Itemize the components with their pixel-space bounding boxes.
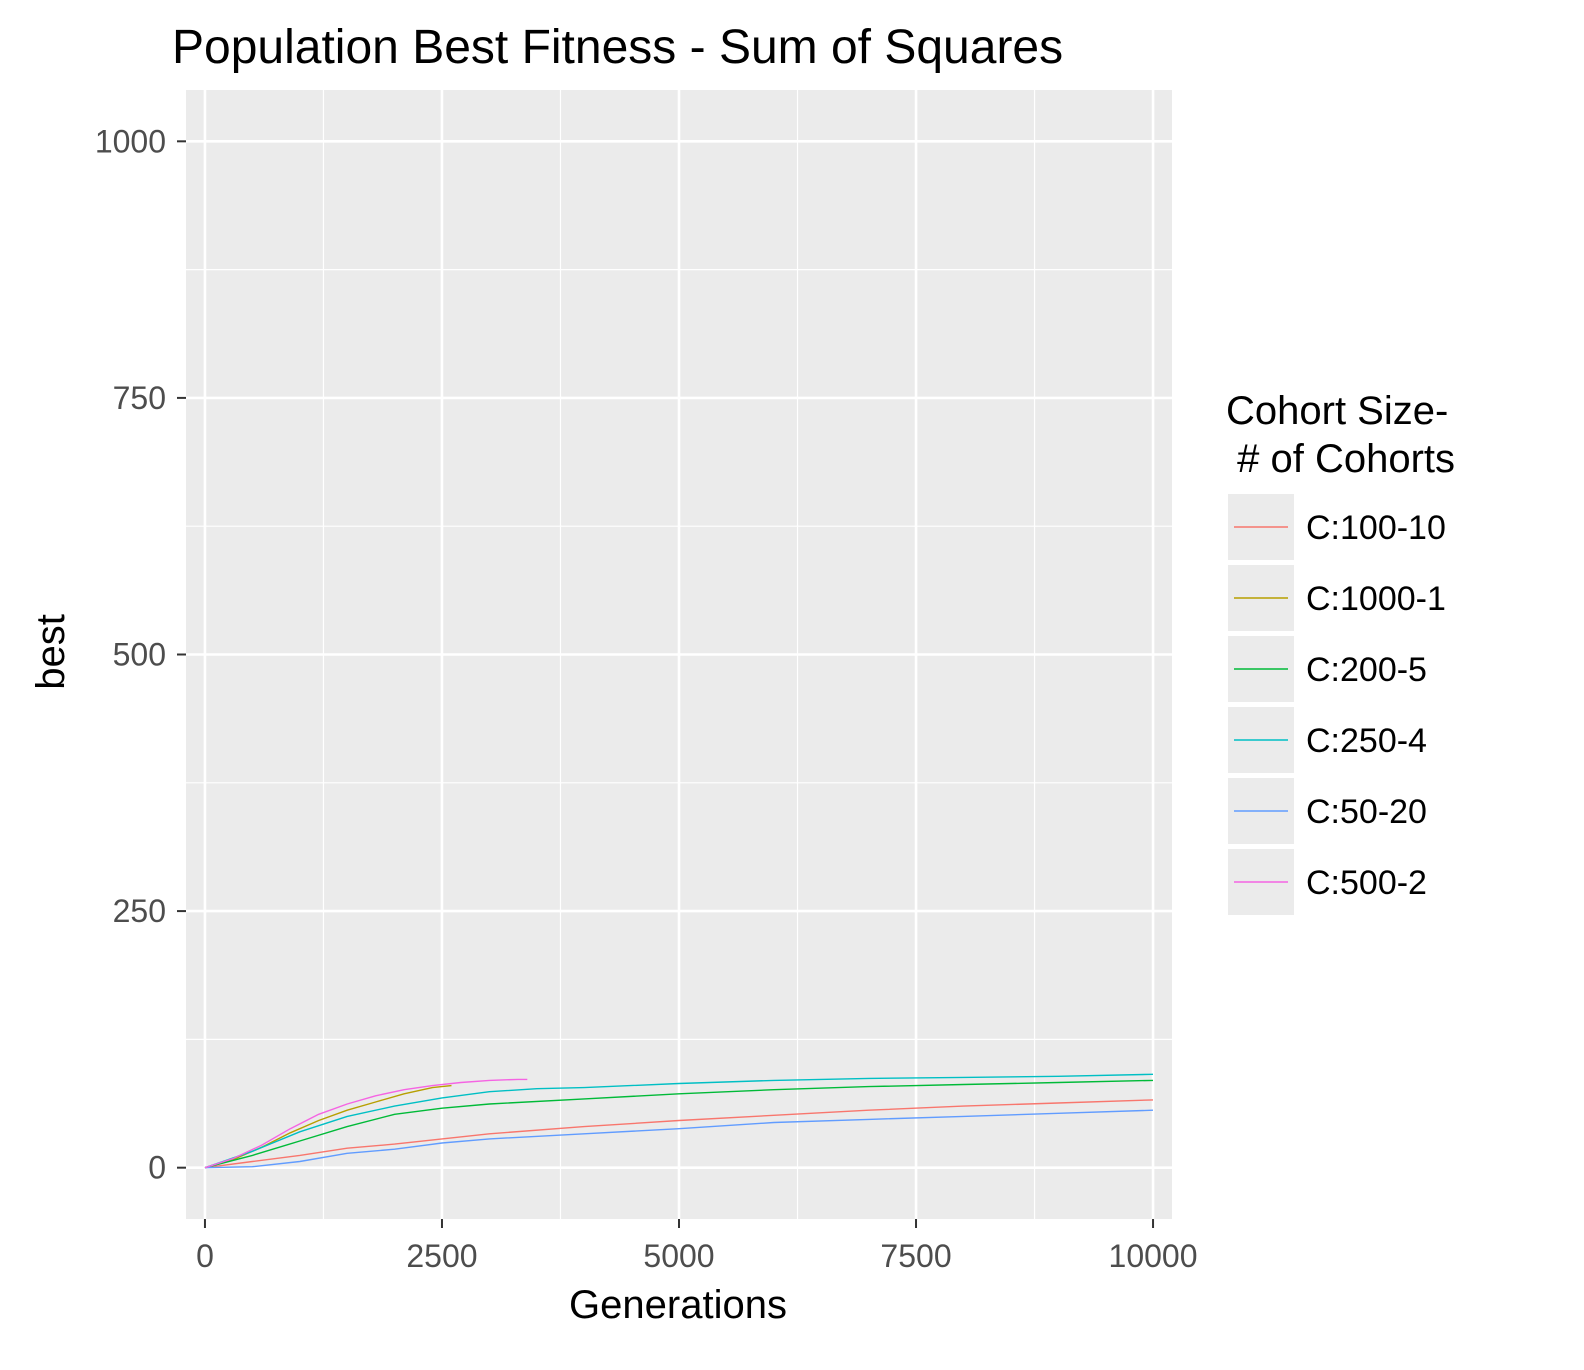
x-axis-label: Generations [569, 1283, 787, 1327]
x-tick-label: 2500 [406, 1238, 477, 1274]
y-tick-label: 1000 [95, 123, 166, 159]
series-line-3 [204, 1073, 1154, 1169]
legend-label-2: C:200-5 [1306, 651, 1427, 689]
x-tick-label: 0 [196, 1238, 214, 1274]
y-axis-label: best [29, 614, 73, 690]
series-line-0 [204, 1099, 1154, 1169]
legend-label-3: C:250-4 [1306, 722, 1427, 760]
legend-label-0: C:100-10 [1306, 509, 1446, 547]
legend-title-line-1: Cohort Size- [1226, 389, 1448, 433]
series-line-2 [204, 1079, 1154, 1169]
x-tick-label: 7500 [880, 1238, 951, 1274]
x-tick-label: 5000 [643, 1238, 714, 1274]
series-line-4 [204, 1109, 1154, 1169]
y-tick-label: 0 [148, 1150, 166, 1186]
y-tick-label: 500 [113, 637, 166, 673]
series-lines [204, 1073, 1154, 1169]
legend: Cohort Size- # of Cohorts C:100-10 C:1000… [1226, 389, 1455, 915]
legend-label-4: C:50-20 [1306, 793, 1427, 831]
y-tick-label: 250 [113, 893, 166, 929]
grid-lines [186, 90, 1172, 1219]
x-tick-label: 10000 [1109, 1238, 1198, 1274]
legend-label-5: C:500-2 [1306, 864, 1427, 902]
legend-label-1: C:1000-1 [1306, 580, 1446, 618]
axes: 0 2500 5000 7500 10000 0 250 500 750 1000 [95, 123, 1198, 1274]
legend-items: C:100-10 C:1000-1 C:200-5 C:250-4 C:50-20 C:5… [1228, 494, 1446, 915]
legend-title-line-2: # of Cohorts [1226, 437, 1455, 481]
chart-title: Population Best Fitness - Sum of Squares [172, 21, 1063, 74]
series-line-5 [204, 1078, 528, 1169]
y-tick-label: 750 [113, 380, 166, 416]
